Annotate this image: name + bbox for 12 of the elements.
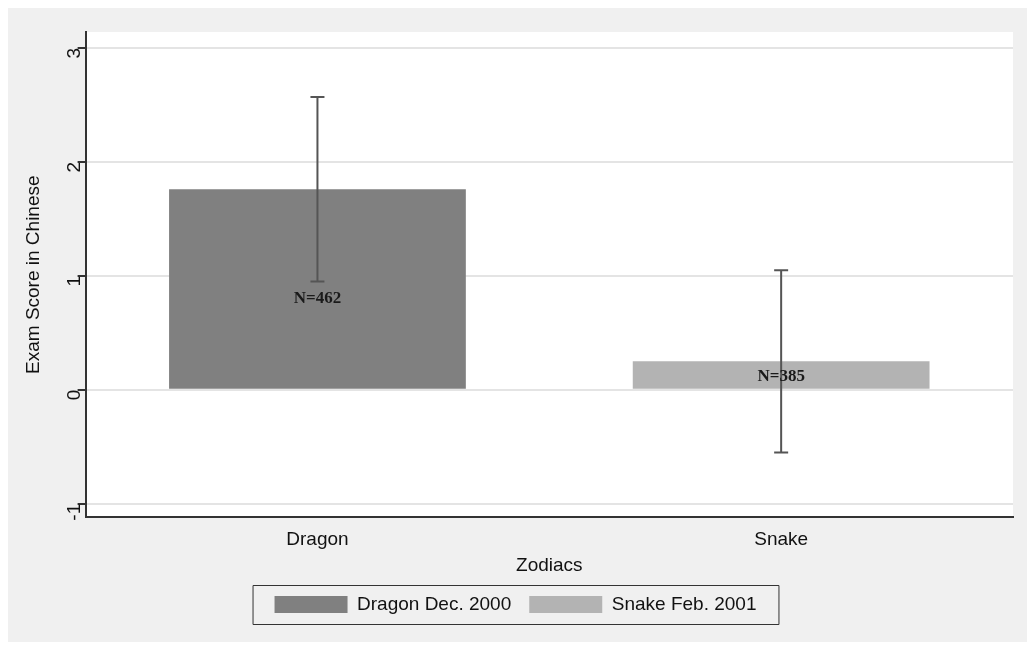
y-axis-title: Exam Score in Chinese (21, 175, 43, 374)
legend-label: Dragon Dec. 2000 (357, 592, 512, 614)
y-tick-label: -1 (62, 503, 84, 521)
y-tick-label: 0 (62, 389, 84, 401)
x-axis-title: Zodiacs (516, 553, 583, 575)
y-tick-label: 1 (62, 275, 84, 287)
x-tick-label: Snake (754, 528, 809, 550)
x-tick-label: Dragon (286, 528, 349, 550)
y-tick-label: 3 (62, 47, 84, 59)
annotation: N=462 (293, 288, 342, 308)
y-tick-label: 2 (62, 161, 84, 173)
legend-label: Snake Feb. 2001 (611, 592, 757, 614)
